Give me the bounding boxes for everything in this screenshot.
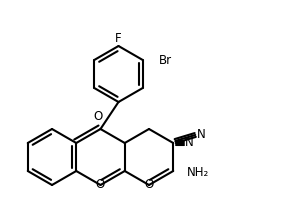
Text: O: O (144, 178, 154, 191)
Text: NH₂: NH₂ (187, 166, 209, 180)
Text: O: O (96, 178, 105, 191)
Text: F: F (115, 32, 122, 44)
Text: O: O (94, 111, 103, 124)
Text: Br: Br (159, 53, 172, 67)
Text: N: N (185, 136, 194, 150)
Text: N: N (197, 129, 206, 141)
